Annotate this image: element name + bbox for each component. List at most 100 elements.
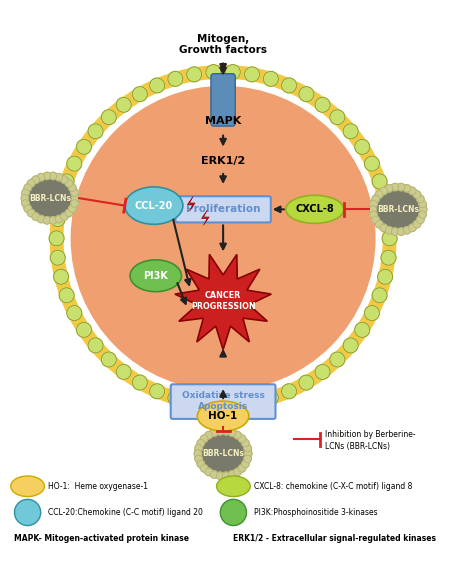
Circle shape — [330, 352, 345, 367]
Ellipse shape — [11, 476, 45, 497]
Text: Growth factors: Growth factors — [179, 45, 267, 55]
Circle shape — [343, 124, 358, 139]
Circle shape — [330, 110, 345, 125]
Circle shape — [378, 269, 392, 284]
Circle shape — [419, 205, 427, 213]
Circle shape — [43, 172, 51, 180]
Circle shape — [220, 499, 246, 526]
Circle shape — [59, 174, 74, 189]
Ellipse shape — [21, 172, 79, 224]
Circle shape — [71, 200, 78, 207]
Ellipse shape — [130, 260, 182, 292]
Circle shape — [69, 184, 76, 192]
Circle shape — [242, 460, 249, 468]
Circle shape — [245, 395, 259, 410]
Circle shape — [37, 215, 45, 223]
Circle shape — [228, 429, 236, 436]
Circle shape — [194, 450, 201, 457]
Circle shape — [206, 397, 221, 412]
Circle shape — [413, 220, 421, 228]
Circle shape — [222, 472, 230, 479]
Circle shape — [206, 65, 221, 80]
Text: BBR-LCNs: BBR-LCNs — [202, 449, 244, 458]
Circle shape — [54, 192, 69, 207]
Circle shape — [409, 187, 416, 195]
Ellipse shape — [217, 476, 250, 497]
Text: Apoptosis: Apoptosis — [198, 402, 248, 411]
Circle shape — [22, 189, 29, 196]
Circle shape — [187, 395, 201, 410]
Circle shape — [49, 231, 64, 246]
Circle shape — [419, 200, 426, 208]
Text: Proliferation: Proliferation — [186, 204, 260, 214]
Circle shape — [244, 455, 251, 463]
Circle shape — [244, 444, 251, 452]
Text: BBR-LCNs: BBR-LCNs — [377, 205, 419, 214]
Polygon shape — [188, 196, 195, 211]
Circle shape — [397, 183, 405, 191]
Circle shape — [205, 468, 212, 476]
Circle shape — [197, 460, 204, 468]
Circle shape — [238, 465, 246, 472]
Text: MAPK- Mitogen-activated protein kinase: MAPK- Mitogen-activated protein kinase — [15, 534, 190, 543]
Text: PI3K: PI3K — [143, 271, 168, 281]
FancyBboxPatch shape — [171, 384, 275, 419]
Circle shape — [210, 429, 218, 436]
Circle shape — [50, 212, 65, 227]
Ellipse shape — [125, 187, 183, 224]
Circle shape — [27, 180, 35, 187]
Circle shape — [76, 323, 91, 338]
Circle shape — [397, 228, 405, 235]
Circle shape — [242, 439, 249, 447]
Circle shape — [37, 173, 45, 181]
FancyBboxPatch shape — [211, 73, 235, 126]
Circle shape — [282, 384, 297, 399]
Ellipse shape — [286, 195, 344, 223]
Circle shape — [32, 213, 39, 220]
Polygon shape — [201, 210, 209, 225]
Circle shape — [245, 67, 259, 82]
Circle shape — [150, 384, 164, 399]
Circle shape — [67, 305, 82, 320]
Circle shape — [370, 211, 377, 219]
Circle shape — [372, 174, 387, 189]
Circle shape — [385, 227, 393, 234]
Circle shape — [210, 471, 218, 478]
Circle shape — [238, 435, 246, 443]
Circle shape — [201, 435, 208, 443]
Circle shape — [205, 431, 212, 439]
Circle shape — [315, 364, 330, 379]
Circle shape — [403, 227, 411, 234]
Circle shape — [381, 212, 396, 227]
Text: ERK1/2: ERK1/2 — [201, 156, 245, 166]
Circle shape — [343, 338, 358, 353]
Circle shape — [116, 98, 131, 113]
Text: HO-1:  Heme oxygenase-1: HO-1: Heme oxygenase-1 — [48, 482, 148, 491]
Circle shape — [355, 323, 370, 338]
Circle shape — [413, 191, 421, 198]
Circle shape — [69, 205, 76, 212]
Circle shape — [59, 288, 74, 303]
FancyBboxPatch shape — [175, 196, 271, 223]
Circle shape — [216, 472, 224, 479]
Circle shape — [370, 200, 377, 208]
Circle shape — [216, 428, 224, 435]
Circle shape — [372, 216, 379, 223]
Circle shape — [49, 216, 57, 224]
Circle shape — [32, 176, 39, 183]
Circle shape — [101, 352, 116, 367]
Circle shape — [299, 375, 314, 390]
Circle shape — [61, 213, 68, 220]
Circle shape — [245, 450, 252, 457]
Text: CXCL-8: CXCL-8 — [295, 204, 334, 214]
Circle shape — [27, 210, 35, 217]
Circle shape — [132, 375, 147, 390]
Circle shape — [372, 288, 387, 303]
Circle shape — [228, 471, 236, 478]
Text: BBR-LCNs: BBR-LCNs — [29, 193, 71, 203]
Circle shape — [225, 65, 240, 80]
Circle shape — [315, 98, 330, 113]
Circle shape — [365, 305, 379, 320]
Polygon shape — [175, 254, 271, 350]
Text: CCL-20:Chemokine (C-C motif) ligand 20: CCL-20:Chemokine (C-C motif) ligand 20 — [48, 508, 203, 517]
